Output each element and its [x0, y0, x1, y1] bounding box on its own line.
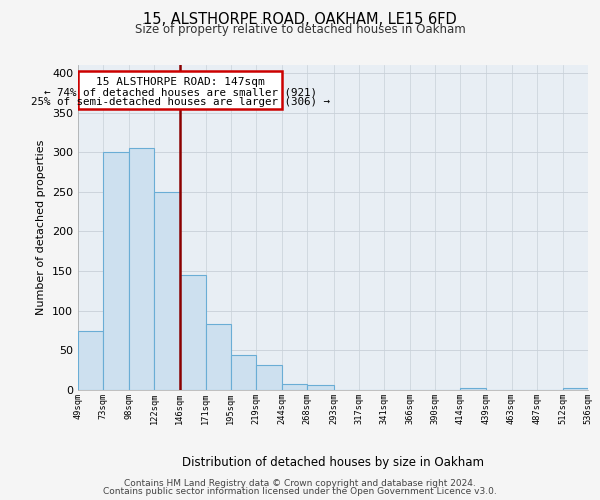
Bar: [282, 384, 307, 390]
Bar: [206, 324, 231, 390]
FancyBboxPatch shape: [78, 70, 282, 108]
Text: Distribution of detached houses by size in Oakham: Distribution of detached houses by size …: [182, 456, 484, 469]
Text: Size of property relative to detached houses in Oakham: Size of property relative to detached ho…: [134, 24, 466, 36]
Bar: [563, 388, 588, 390]
Bar: [78, 330, 103, 390]
Bar: [130, 148, 154, 390]
Bar: [154, 192, 179, 390]
Bar: [103, 152, 130, 390]
Text: 15 ALSTHORPE ROAD: 147sqm: 15 ALSTHORPE ROAD: 147sqm: [96, 77, 265, 87]
Text: Contains HM Land Registry data © Crown copyright and database right 2024.: Contains HM Land Registry data © Crown c…: [124, 480, 476, 488]
Text: ← 74% of detached houses are smaller (921): ← 74% of detached houses are smaller (92…: [44, 87, 317, 97]
Y-axis label: Number of detached properties: Number of detached properties: [37, 140, 46, 315]
Bar: [460, 388, 487, 390]
Bar: [179, 275, 206, 390]
Text: 15, ALSTHORPE ROAD, OAKHAM, LE15 6FD: 15, ALSTHORPE ROAD, OAKHAM, LE15 6FD: [143, 12, 457, 28]
Bar: [307, 385, 334, 390]
Text: Contains public sector information licensed under the Open Government Licence v3: Contains public sector information licen…: [103, 488, 497, 496]
Bar: [256, 364, 282, 390]
Bar: [231, 355, 256, 390]
Text: 25% of semi-detached houses are larger (306) →: 25% of semi-detached houses are larger (…: [31, 96, 329, 106]
